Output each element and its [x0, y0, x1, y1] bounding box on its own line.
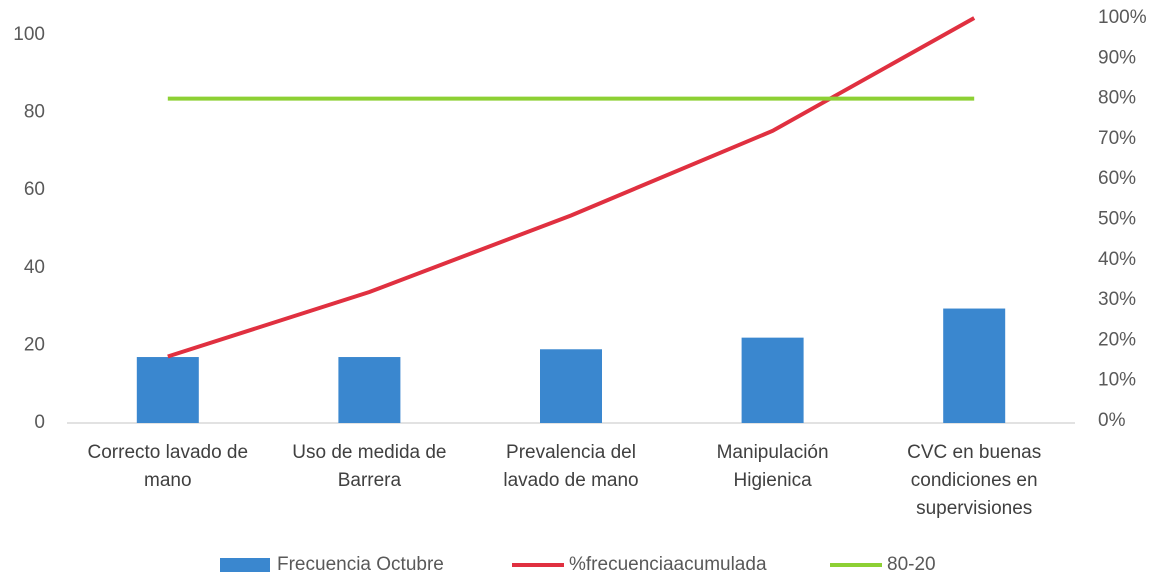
legend-swatch — [220, 558, 270, 572]
bar — [338, 357, 401, 423]
y2-tick-label: 70% — [1098, 128, 1136, 149]
y2-tick-label: 50% — [1098, 209, 1136, 230]
y2-tick-label: 10% — [1098, 370, 1136, 391]
x-tick-label: Correcto lavado de mano — [87, 442, 249, 491]
y2-tick-label: 40% — [1098, 249, 1136, 270]
y-tick-label: 40 — [24, 257, 45, 278]
legend-label: %frecuenciaacumulada — [569, 554, 767, 575]
y2-tick-label: 100% — [1098, 7, 1147, 28]
y2-tick-label: 80% — [1098, 88, 1136, 109]
x-tick-label: Uso de medida de Barrera — [292, 442, 447, 491]
line — [167, 16, 976, 359]
bar — [741, 337, 804, 423]
legend-label: Frecuencia Octubre — [277, 554, 444, 575]
bar — [540, 349, 602, 423]
y2-tick-label: 0% — [1098, 410, 1126, 431]
y-tick-label: 0 — [34, 412, 45, 433]
bar — [136, 357, 199, 423]
x-tick-label: Manipulación Higienica — [716, 442, 829, 491]
x-tick-label: CVC en buenas condiciones en supervision… — [907, 442, 1042, 519]
y2-tick-label: 20% — [1098, 329, 1136, 350]
bar — [943, 308, 1006, 423]
y2-tick-label: 60% — [1098, 168, 1136, 189]
y2-tick-label: 30% — [1098, 289, 1136, 310]
x-tick-label: Prevalencia del lavado de mano — [503, 442, 639, 491]
y-tick-label: 60 — [24, 179, 45, 200]
y-tick-label: 100 — [13, 24, 45, 45]
legend-label: 80-20 — [887, 554, 936, 575]
y-tick-label: 20 — [24, 334, 45, 355]
y2-tick-label: 90% — [1098, 47, 1136, 68]
y-tick-label: 80 — [24, 102, 45, 123]
